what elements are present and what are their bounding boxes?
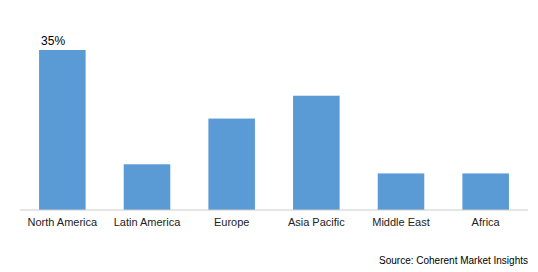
- bars: [39, 50, 509, 210]
- x-axis-line: [20, 210, 528, 211]
- bar: [378, 173, 425, 210]
- bar: [124, 164, 171, 210]
- x-tick-label: Europe: [214, 216, 249, 228]
- chart-container: North America Latin America Europe Asia Pac…: [0, 0, 538, 272]
- x-tick-label: Middle East: [372, 216, 429, 228]
- x-tick-label: Africa: [472, 216, 501, 228]
- bar: [208, 119, 255, 210]
- source-note: Source: Coherent Market Insights: [379, 255, 528, 266]
- x-tick-label: Latin America: [114, 216, 182, 228]
- bar: [39, 50, 86, 210]
- x-tick-label: Asia Pacific: [288, 216, 345, 228]
- bar: [293, 96, 340, 210]
- chart: North America Latin America Europe Asia Pac…: [0, 0, 538, 272]
- x-tick-label: North America: [27, 216, 98, 228]
- annotation: 35%: [41, 34, 65, 48]
- bar: [462, 173, 509, 210]
